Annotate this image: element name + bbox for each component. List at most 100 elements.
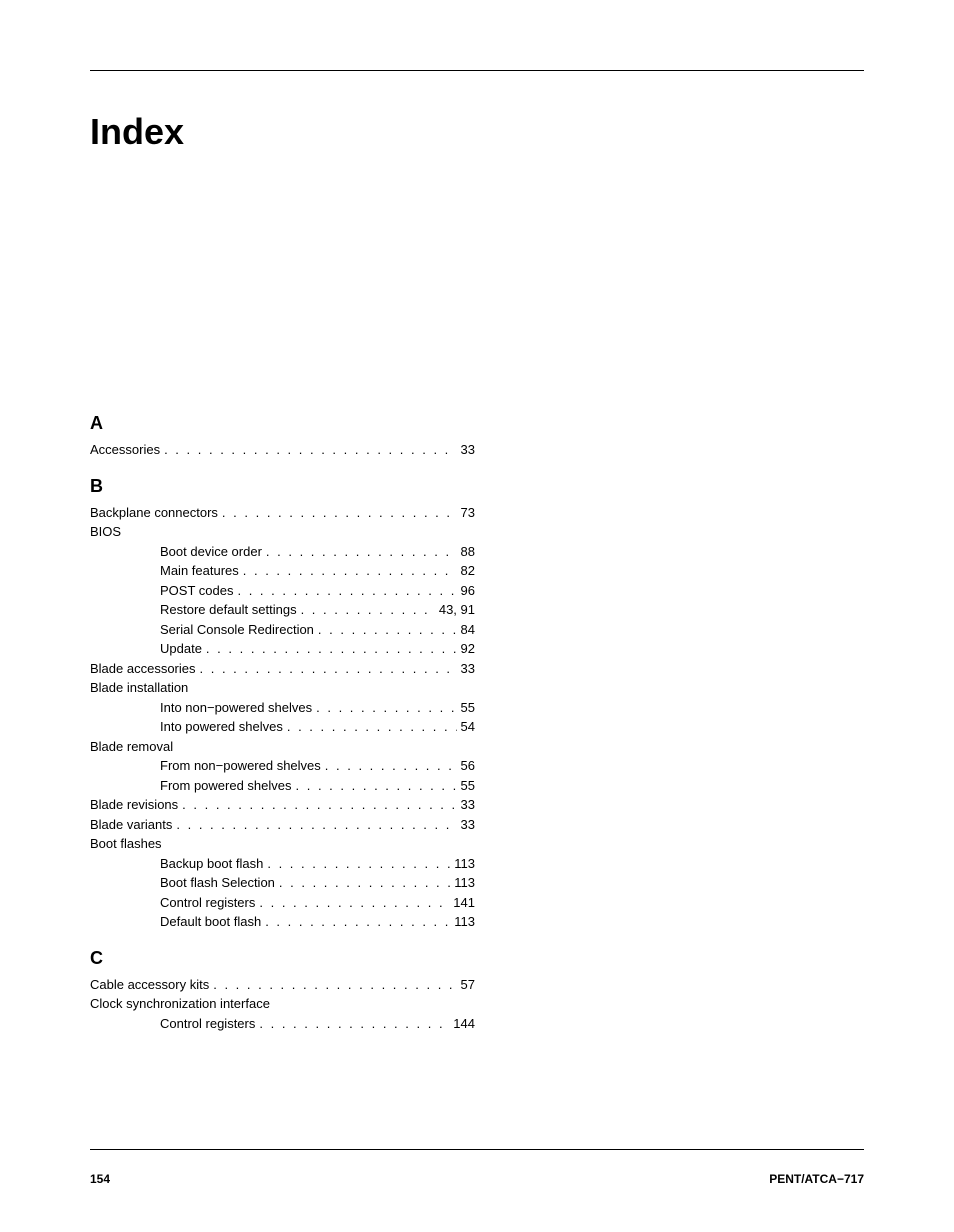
entry-page: 141 (453, 893, 475, 913)
entry-page: 33 (461, 795, 475, 815)
entry-page: 55 (461, 698, 475, 718)
index-entry: From powered shelves 55 (90, 776, 475, 796)
leader-dots (266, 542, 457, 562)
leader-dots (325, 756, 457, 776)
entry-label: Into powered shelves (160, 717, 283, 737)
entry-label: Restore default settings (160, 600, 297, 620)
letter-heading-b: B (90, 476, 475, 497)
index-entry: Default boot flash 113 (90, 912, 475, 932)
index-entry: Blade revisions 33 (90, 795, 475, 815)
leader-dots (296, 776, 457, 796)
index-entry: Cable accessory kits 57 (90, 975, 475, 995)
leader-dots (222, 503, 457, 523)
index-entry: Boot flash Selection 113 (90, 873, 475, 893)
index-entry: Blade installation (90, 678, 475, 698)
entry-label: Blade installation (90, 680, 188, 695)
entry-page: 33 (461, 815, 475, 835)
entry-label: Blade revisions (90, 795, 178, 815)
index-entry: Into powered shelves 54 (90, 717, 475, 737)
top-rule (90, 70, 864, 71)
index-entry: Boot device order 88 (90, 542, 475, 562)
entry-label: Control registers (160, 893, 255, 913)
entry-label: Accessories (90, 440, 160, 460)
entry-page: 113 (454, 912, 475, 932)
index-entry: Boot flashes (90, 834, 475, 854)
index-entry: Update 92 (90, 639, 475, 659)
leader-dots (318, 620, 457, 640)
leader-dots (237, 581, 456, 601)
leader-dots (287, 717, 457, 737)
entry-page: 113 (454, 854, 475, 874)
index-entry: Into non−powered shelves 55 (90, 698, 475, 718)
page-footer: 154 PENT/ATCA−717 (90, 1149, 864, 1186)
entry-page: 54 (461, 717, 475, 737)
doc-id: PENT/ATCA−717 (769, 1172, 864, 1186)
entry-page: 33 (461, 440, 475, 460)
index-entry: From non−powered shelves 56 (90, 756, 475, 776)
leader-dots (265, 912, 450, 932)
entry-page: 88 (461, 542, 475, 562)
entry-page: 96 (461, 581, 475, 601)
entry-page: 144 (453, 1014, 475, 1034)
entry-label: Cable accessory kits (90, 975, 209, 995)
footer-rule (90, 1149, 864, 1150)
entry-page: 92 (461, 639, 475, 659)
entry-label: From powered shelves (160, 776, 292, 796)
page-title: Index (90, 111, 864, 153)
entry-label: Boot device order (160, 542, 262, 562)
index-entry: Blade removal (90, 737, 475, 757)
leader-dots (200, 659, 457, 679)
index-entry: Serial Console Redirection 84 (90, 620, 475, 640)
leader-dots (182, 795, 456, 815)
leader-dots (316, 698, 456, 718)
entry-label: Control registers (160, 1014, 255, 1034)
entry-label: POST codes (160, 581, 233, 601)
index-entry: Blade accessories 33 (90, 659, 475, 679)
entry-page: 57 (461, 975, 475, 995)
entry-page: 73 (461, 503, 475, 523)
entry-label: BIOS (90, 524, 121, 539)
entry-label: Clock synchronization interface (90, 996, 270, 1011)
entry-label: Update (160, 639, 202, 659)
entry-page: 82 (461, 561, 475, 581)
entry-page: 84 (461, 620, 475, 640)
entry-label: Into non−powered shelves (160, 698, 312, 718)
entry-label: Main features (160, 561, 239, 581)
entry-label: Serial Console Redirection (160, 620, 314, 640)
index-entry: Main features 82 (90, 561, 475, 581)
entry-page: 33 (461, 659, 475, 679)
index-entry: POST codes 96 (90, 581, 475, 601)
leader-dots (243, 561, 457, 581)
leader-dots (279, 873, 450, 893)
leader-dots (259, 893, 449, 913)
index-entry: Backup boot flash 113 (90, 854, 475, 874)
letter-heading-c: C (90, 948, 475, 969)
entry-label: Blade removal (90, 739, 173, 754)
entry-page: 55 (461, 776, 475, 796)
index-entry: Clock synchronization interface (90, 994, 475, 1014)
entry-label: Backplane connectors (90, 503, 218, 523)
index-content: A Accessories 33 B Backplane connectors … (90, 413, 475, 1033)
index-entry: BIOS (90, 522, 475, 542)
index-entry: Blade variants 33 (90, 815, 475, 835)
entry-label: Boot flash Selection (160, 873, 275, 893)
entry-label: Blade variants (90, 815, 172, 835)
leader-dots (301, 600, 435, 620)
leader-dots (206, 639, 457, 659)
index-entry: Control registers 141 (90, 893, 475, 913)
leader-dots (267, 854, 450, 874)
index-entry: Control registers 144 (90, 1014, 475, 1034)
entry-page: 43, 91 (439, 600, 475, 620)
leader-dots (176, 815, 456, 835)
entry-page: 113 (454, 873, 475, 893)
leader-dots (259, 1014, 449, 1034)
index-entry: Restore default settings 43, 91 (90, 600, 475, 620)
entry-label: Boot flashes (90, 836, 162, 851)
entry-label: From non−powered shelves (160, 756, 321, 776)
letter-heading-a: A (90, 413, 475, 434)
entry-label: Backup boot flash (160, 854, 263, 874)
footer-row: 154 PENT/ATCA−717 (90, 1172, 864, 1186)
index-entry: Accessories 33 (90, 440, 475, 460)
page-number: 154 (90, 1172, 110, 1186)
leader-dots (164, 440, 456, 460)
